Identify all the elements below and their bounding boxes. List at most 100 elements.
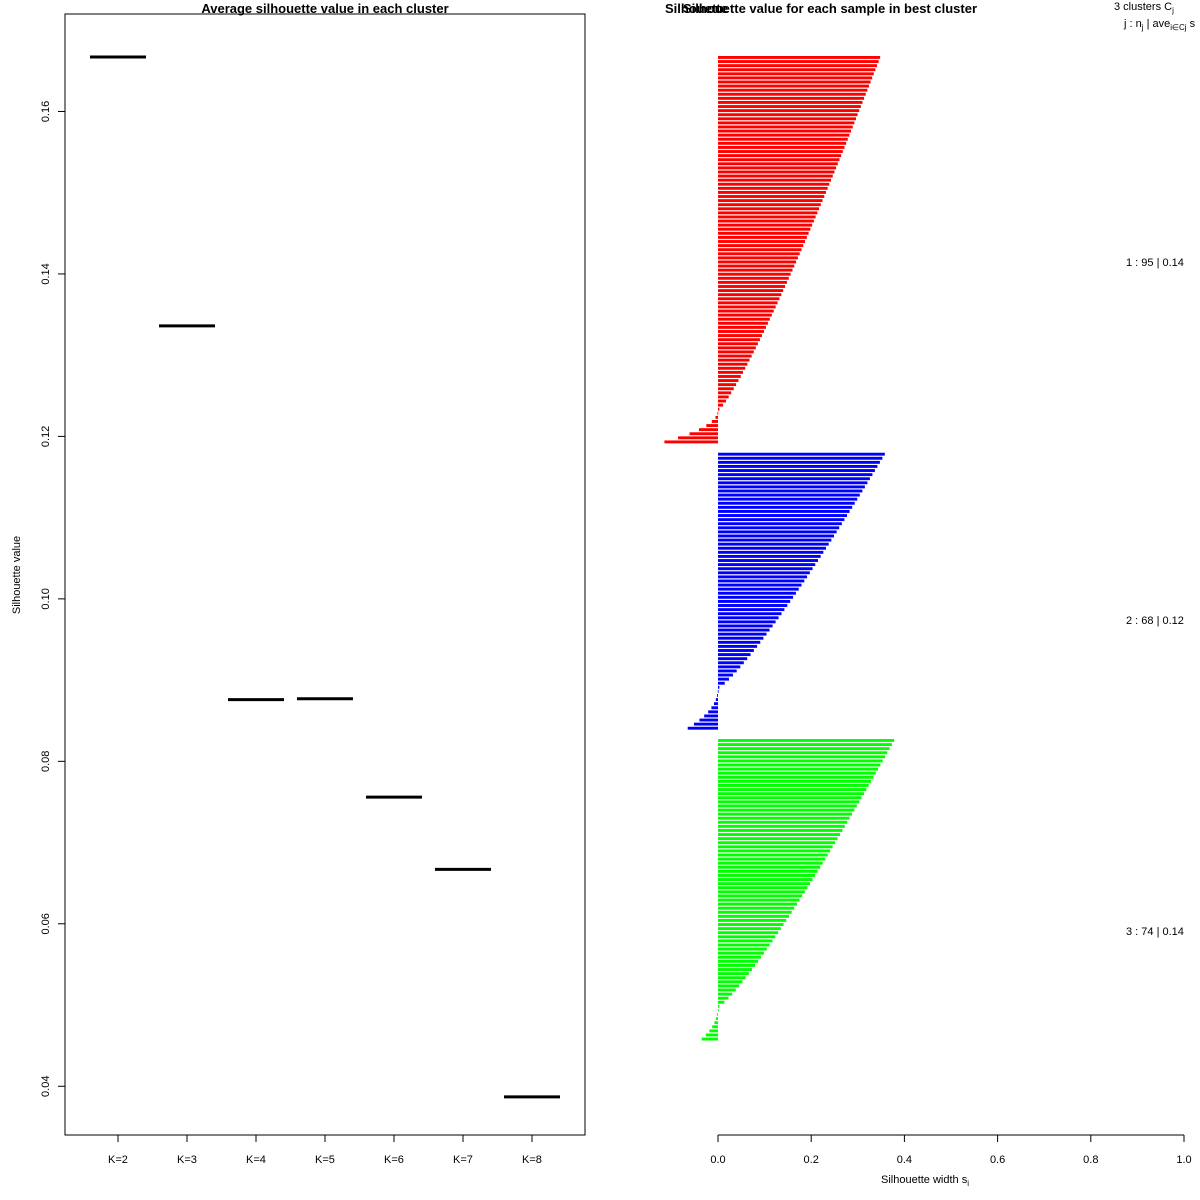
- left-x-ticks: K=2 K=3 K=4 K=5 K=6 K=7 K=8: [108, 1135, 542, 1166]
- left-y-ticks: 0.04 0.06 0.08 0.10 0.12 0.14 0.16: [40, 101, 65, 1097]
- cluster-2-sample-bar: [718, 505, 853, 509]
- cluster-1-sample-bar: [718, 354, 752, 358]
- cluster-1-sample-bar: [718, 223, 813, 227]
- cluster-1-sample-bar: [718, 121, 855, 125]
- cluster-2-sample-bar: [718, 661, 744, 665]
- left-ytick-label: 0.06: [40, 913, 52, 934]
- cluster-2-sample-bar: [718, 677, 729, 681]
- cluster-1-sample-bar: [718, 301, 778, 305]
- left-ytick-label: 0.04: [40, 1076, 52, 1097]
- cluster-1-sample-bar: [718, 370, 744, 374]
- cluster-2-sample-bar: [718, 538, 832, 542]
- cluster-3-sample-bar: [718, 902, 797, 906]
- cluster-2-sample-bar: [718, 473, 873, 477]
- cluster-3-sample-bar: [718, 955, 761, 959]
- cluster-1-sample-bar: [718, 407, 720, 411]
- cluster-1-sample-bar: [718, 154, 842, 158]
- cluster-3-sample-bar: [718, 841, 836, 845]
- cluster-1-sample-bar: [718, 215, 816, 219]
- cluster-2-sample-bar: [708, 710, 718, 714]
- cluster-1-sample-bar: [718, 235, 807, 239]
- cluster-2-sample-bar: [718, 542, 829, 546]
- cluster-2-sample-bar: [718, 497, 858, 501]
- cluster-3-sample-bar: [714, 1021, 718, 1025]
- cluster-1-sample-bar: [718, 338, 760, 342]
- cluster-1-sample-bar: [718, 256, 798, 260]
- cluster-3-sample-bar: [709, 1029, 718, 1033]
- cluster-1-sample-bar: [718, 190, 826, 194]
- right-xtick-label: 0.4: [897, 1154, 912, 1166]
- legend-header-2: j : nj | avei∈Cj s: [1123, 18, 1196, 32]
- cluster-1-sample-bar: [718, 195, 825, 198]
- left-y-axis-label: Silhouette value: [11, 536, 23, 614]
- cluster-1-sample-bar: [718, 395, 729, 399]
- cluster-3-sample-bar: [718, 951, 764, 955]
- cluster-2-sample-bar: [718, 546, 827, 550]
- cluster-2-sample-bar: [718, 481, 868, 485]
- legend-header-2-c: s: [1187, 18, 1196, 30]
- left-marks: [90, 55, 560, 1099]
- cluster-1-sample-bar: [718, 244, 804, 248]
- cluster-1-sample-bar: [718, 80, 871, 84]
- cluster-3-sample-bar: [718, 906, 795, 910]
- cluster-1-sample-bar: [718, 379, 739, 383]
- cluster-1-sample-bar: [718, 309, 774, 313]
- cluster-2-sample-bar: [718, 485, 865, 489]
- cluster-1-sample-bar: [718, 383, 737, 387]
- cluster-2-sample-bar: [718, 526, 840, 530]
- cluster-2-sample-bar: [718, 636, 764, 640]
- right-panel: Silhouette value for each sample in best…: [664, 1, 1196, 1188]
- cluster-2-sample-bar: [718, 604, 788, 607]
- cluster-2-sample-bar: [718, 530, 837, 534]
- cluster-1-sample-bar: [718, 268, 793, 272]
- cluster-1-sample-bar: [718, 211, 818, 215]
- cluster-3-sample-bar: [718, 824, 845, 828]
- cluster-2-sample-bar: [718, 681, 725, 685]
- left-xtick-label: K=3: [177, 1154, 197, 1166]
- cluster-3-sample-bar: [716, 1017, 718, 1021]
- cluster-1-sample-bar: [718, 141, 847, 145]
- legend-header-1: 3 clusters Cj: [1114, 1, 1174, 15]
- cluster-2-sample-bar: [718, 501, 855, 505]
- cluster-3-sample-bar: [718, 792, 864, 796]
- cluster-1-sample-bar: [718, 96, 865, 100]
- cluster-3-sample-bar: [718, 833, 840, 836]
- cluster-3-sample-bar: [701, 1037, 718, 1041]
- left-xtick-label: K=2: [108, 1154, 128, 1166]
- cluster-1-sample-bar: [718, 293, 782, 297]
- cluster-2-sample-bar: [718, 657, 748, 661]
- cluster-2-sample-bar: [718, 575, 808, 579]
- left-ytick-label: 0.14: [40, 263, 52, 284]
- cluster-1-sample-bar: [718, 72, 874, 76]
- cluster-2-sample-bar: [718, 628, 770, 632]
- cluster-1-sample-bar: [718, 158, 840, 162]
- cluster-2-sample-bar: [718, 685, 720, 689]
- cluster-3-sample-bar: [718, 963, 755, 967]
- legend-header-2-sub1: j: [1141, 23, 1144, 32]
- cluster-3-sample-bar: [718, 853, 828, 857]
- cluster-1-sample-bar: [718, 264, 795, 268]
- cluster-2-sample-bar: [718, 620, 776, 624]
- legend-header-1-text: 3 clusters C: [1114, 1, 1172, 13]
- cluster-1-sample-bar: [718, 252, 800, 256]
- cluster-3-sample-bar: [718, 869, 818, 873]
- legend-entry-1: 1 : 95 | 0.14: [1126, 257, 1184, 269]
- cluster-1-sample-bar: [678, 436, 718, 440]
- right-x-ticks: 0.0 0.2 0.4 0.6 0.8 1.0: [710, 1135, 1192, 1166]
- cluster-1-sample-bar: [718, 64, 877, 68]
- cluster-3-sample-bar: [718, 767, 879, 771]
- cluster-1-sample-bar: [718, 399, 726, 403]
- right-x-axis-label-sub: i: [967, 1179, 969, 1188]
- cluster-2-sample-bar: [715, 698, 718, 702]
- cluster-3-sample-bar: [718, 865, 821, 869]
- cluster-3-sample-bar: [718, 959, 759, 963]
- cluster-3-sample-bar: [718, 800, 860, 804]
- cluster-2-sample-bar: [718, 477, 870, 481]
- cluster-2-sample-bar: [718, 644, 758, 648]
- cluster-1-sample-bar: [718, 285, 786, 288]
- cluster-1-sample-bar: [718, 330, 764, 333]
- legend-entry-2: 2 : 68 | 0.12: [1126, 615, 1184, 627]
- cluster-3-sample-bar: [718, 837, 838, 841]
- cluster-2-sample-bar: [718, 579, 805, 583]
- cluster-1-sample-bar: [718, 150, 843, 153]
